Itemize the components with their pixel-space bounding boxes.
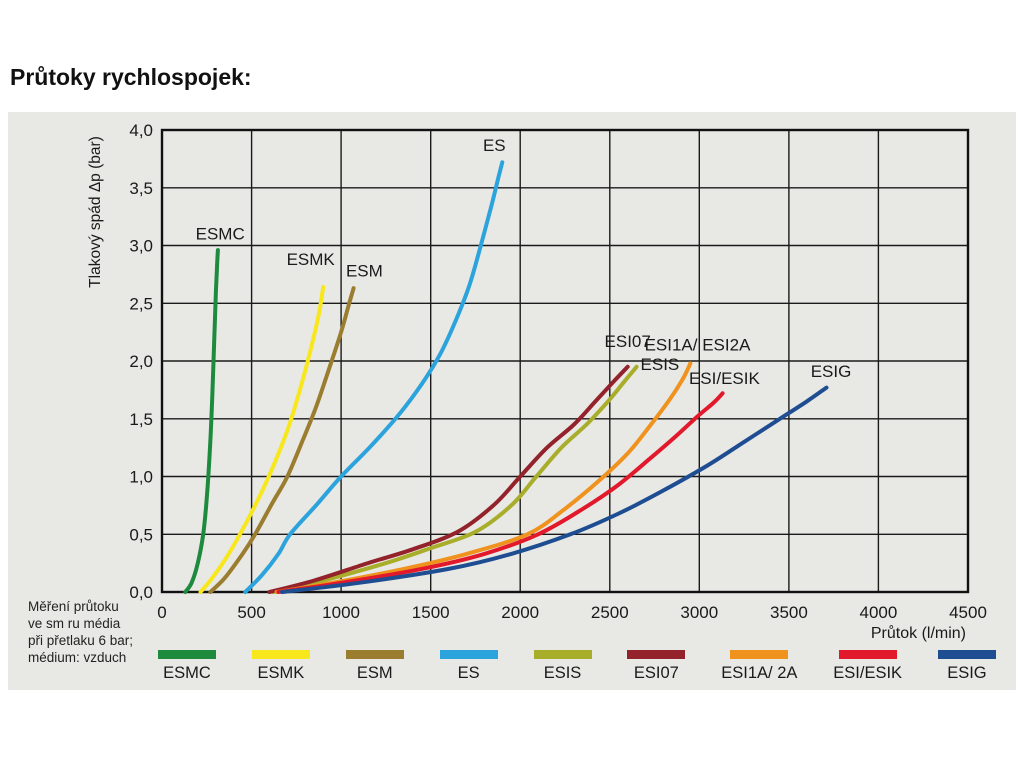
- x-tick-label: 2500: [591, 603, 629, 622]
- y-tick-label: 3,0: [129, 237, 153, 256]
- y-tick-label: 4,0: [129, 121, 153, 140]
- legend-item-ESIS: ESIS: [533, 650, 592, 683]
- x-axis-title: Průtok (l/min): [871, 624, 966, 642]
- x-tick-label: 0: [157, 603, 166, 622]
- chart-panel: ESMC ESMK ESM ES ESIS ESI07 ESI1A/ ESI2A ESI/ES…: [8, 112, 1016, 690]
- legend-swatch-ESI1A-2A: [730, 650, 789, 659]
- curve-label-ESMK: ESMK: [287, 250, 336, 269]
- x-tick-label: 1000: [322, 603, 360, 622]
- legend-swatch-ESIG: [937, 650, 996, 659]
- curve-ESI07: [267, 364, 630, 594]
- legend-swatch-ESMK: [251, 650, 310, 659]
- curve-label-ESI1A-2A: ESI1A/ ESI2A: [645, 336, 751, 355]
- curve-label-ESI07: ESI07: [605, 332, 651, 351]
- curve-ESI-ESIK: [276, 391, 725, 594]
- legend-swatch-ESIS: [533, 650, 592, 659]
- y-tick-label: 1,0: [129, 468, 153, 487]
- x-tick-label: 4000: [859, 603, 897, 622]
- legend-item-ESMC: ESMC: [158, 650, 216, 683]
- y-tick-label: 2,5: [129, 294, 153, 313]
- legend-item-ESMK: ESMK: [251, 650, 310, 683]
- page-title: Průtoky rychlospojek:: [10, 64, 252, 90]
- note-line: při přetlaku 6 bar;: [28, 633, 134, 648]
- curve-ESIS: [271, 364, 639, 594]
- y-axis-title: Tlakový spád Δp (bar): [87, 136, 104, 288]
- plot-border: [160, 128, 970, 594]
- x-tick-label: 500: [237, 603, 265, 622]
- curve-ESMC: [183, 248, 220, 594]
- legend-swatch-ESI07: [627, 650, 686, 659]
- chart-legend: ESMC ESMK ESM ES ESIS ESI07 ESI1A/ 2A ESI/ESIK E…: [158, 650, 996, 683]
- legend-label-ESI-ESIK: ESI/ESIK: [833, 664, 903, 682]
- legend-label-ESI1A-2A: ESI1A/ 2A: [721, 664, 798, 682]
- legend-item-ESI-ESIK: ESI/ESIK: [833, 650, 902, 683]
- legend-label-ESIS: ESIS: [543, 664, 582, 682]
- curve-ESIG: [280, 385, 829, 594]
- curve-ESMK: [198, 285, 326, 594]
- note-line: Měření průtoku: [28, 599, 119, 614]
- note-line: ve sm ru média: [28, 616, 121, 631]
- legend-label-ESI07: ESI07: [633, 664, 679, 682]
- y-tick-label: 2,0: [129, 352, 153, 371]
- curve-label-ESM: ESM: [346, 262, 383, 281]
- curve-ESM: [208, 286, 356, 594]
- measurement-note: Měření průtoku ve sm ru média při přetla…: [28, 598, 133, 666]
- x-tick-label: 4500: [949, 603, 987, 622]
- legend-label-ESIG: ESIG: [947, 664, 987, 682]
- y-tick-label: 0,0: [129, 583, 153, 602]
- curve-label-ESIG: ESIG: [811, 362, 852, 381]
- curve-label-ESI-ESIK: ESI/ESIK: [689, 369, 761, 388]
- legend-item-ESI07: ESI07: [627, 650, 686, 683]
- y-tick-label: 3,5: [129, 179, 153, 198]
- legend-label-ESMK: ESMK: [257, 664, 305, 682]
- legend-item-ESI1A-2A: ESI1A/ 2A: [721, 650, 797, 683]
- x-tick-label: 1500: [412, 603, 450, 622]
- note-line: médium: vzduch: [28, 650, 127, 665]
- legend-swatch-ES: [439, 650, 498, 659]
- curve-label-ES: ES: [483, 136, 506, 155]
- curve-ES: [243, 160, 505, 594]
- curve-label-ESMC: ESMC: [196, 225, 245, 244]
- legend-label-ES: ES: [457, 664, 480, 682]
- legend-swatch-ESMC: [158, 650, 216, 659]
- legend-item-ESIG: ESIG: [937, 650, 996, 683]
- curve-label-ESIS: ESIS: [641, 355, 680, 374]
- y-tick-label: 1,5: [129, 410, 153, 429]
- legend-swatch-ESM: [345, 650, 404, 659]
- y-tick-label: 0,5: [129, 525, 153, 544]
- x-tick-label: 3500: [770, 603, 808, 622]
- x-tick-label: 3000: [680, 603, 718, 622]
- legend-swatch-ESI-ESIK: [838, 650, 897, 659]
- legend-label-ESM: ESM: [356, 664, 393, 682]
- legend-item-ESM: ESM: [345, 650, 404, 683]
- curve-ESI1A-2A: [274, 361, 693, 594]
- x-tick-label: 2000: [501, 603, 539, 622]
- legend-item-ES: ES: [439, 650, 498, 683]
- legend-label-ESMC: ESMC: [163, 664, 211, 682]
